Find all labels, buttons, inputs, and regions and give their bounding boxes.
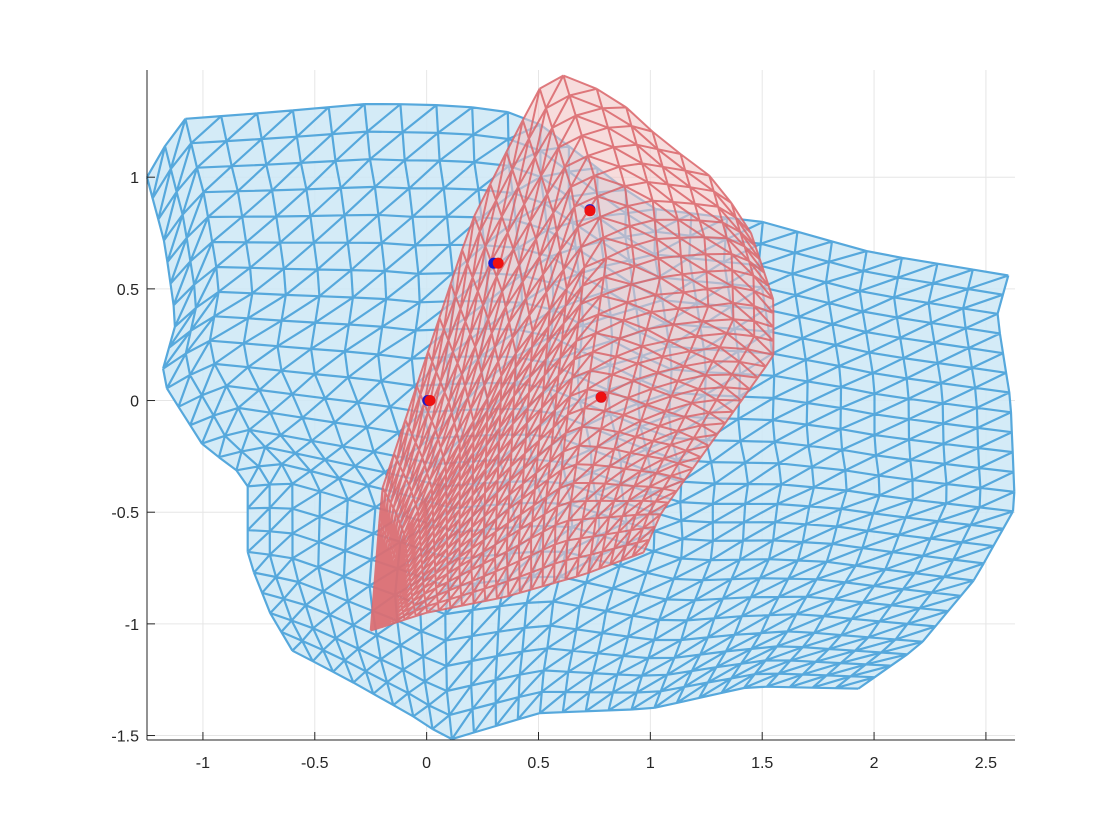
x-tick-label: 1.5 <box>751 755 773 772</box>
x-tick-label: 2 <box>870 755 879 772</box>
y-tick-label: 1 <box>130 170 139 187</box>
data-point-red <box>492 257 504 269</box>
axes: -1 -0.5 0 0.5 1 1.5 2 2.5 -1.5 -1 -0.5 0 0.5 1 <box>111 70 1015 772</box>
data-point-red <box>584 205 596 217</box>
y-tick-label: -1 <box>125 617 139 634</box>
data-point-red <box>595 391 607 403</box>
points-layer <box>422 204 607 407</box>
mesh-fill-red <box>370 75 774 631</box>
x-tick-label: -1 <box>196 755 210 772</box>
x-tick-label: -0.5 <box>301 755 329 772</box>
x-tick-label: 2.5 <box>975 755 997 772</box>
mesh-layer <box>145 74 1016 741</box>
mesh-wire-red <box>369 74 775 632</box>
y-tick-label: -1.5 <box>111 729 139 746</box>
data-point-red <box>424 395 436 407</box>
x-tick-label: 0.5 <box>527 755 549 772</box>
y-tick-label: 0 <box>130 394 139 411</box>
y-tick-label: 0.5 <box>117 282 139 299</box>
x-tick-label: 0 <box>422 755 431 772</box>
y-tick-label: -0.5 <box>111 505 139 522</box>
x-tick-label: 1 <box>646 755 655 772</box>
mesh-red <box>369 74 775 632</box>
